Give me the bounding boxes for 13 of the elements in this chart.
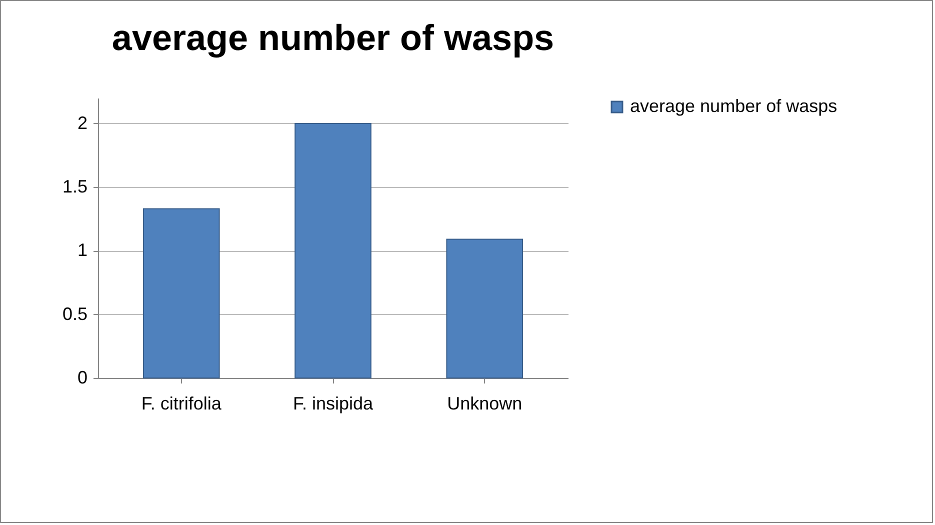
- bar: [294, 122, 372, 378]
- bar: [142, 208, 220, 378]
- x-tick-label: Unknown: [447, 394, 522, 414]
- chart-title: average number of wasps: [112, 17, 554, 58]
- x-tick-label: F. citrifolia: [141, 394, 222, 414]
- bar: [446, 238, 524, 378]
- y-tick-label: 1: [77, 240, 88, 260]
- x-tick-label: F. insipida: [292, 394, 374, 414]
- y-tick-label: 1.5: [62, 176, 88, 197]
- y-tick-label: 0: [77, 368, 88, 388]
- y-tick-label: 0.5: [62, 304, 88, 324]
- y-tick-label: 2: [77, 112, 88, 133]
- legend-label: average number of wasps: [630, 96, 838, 116]
